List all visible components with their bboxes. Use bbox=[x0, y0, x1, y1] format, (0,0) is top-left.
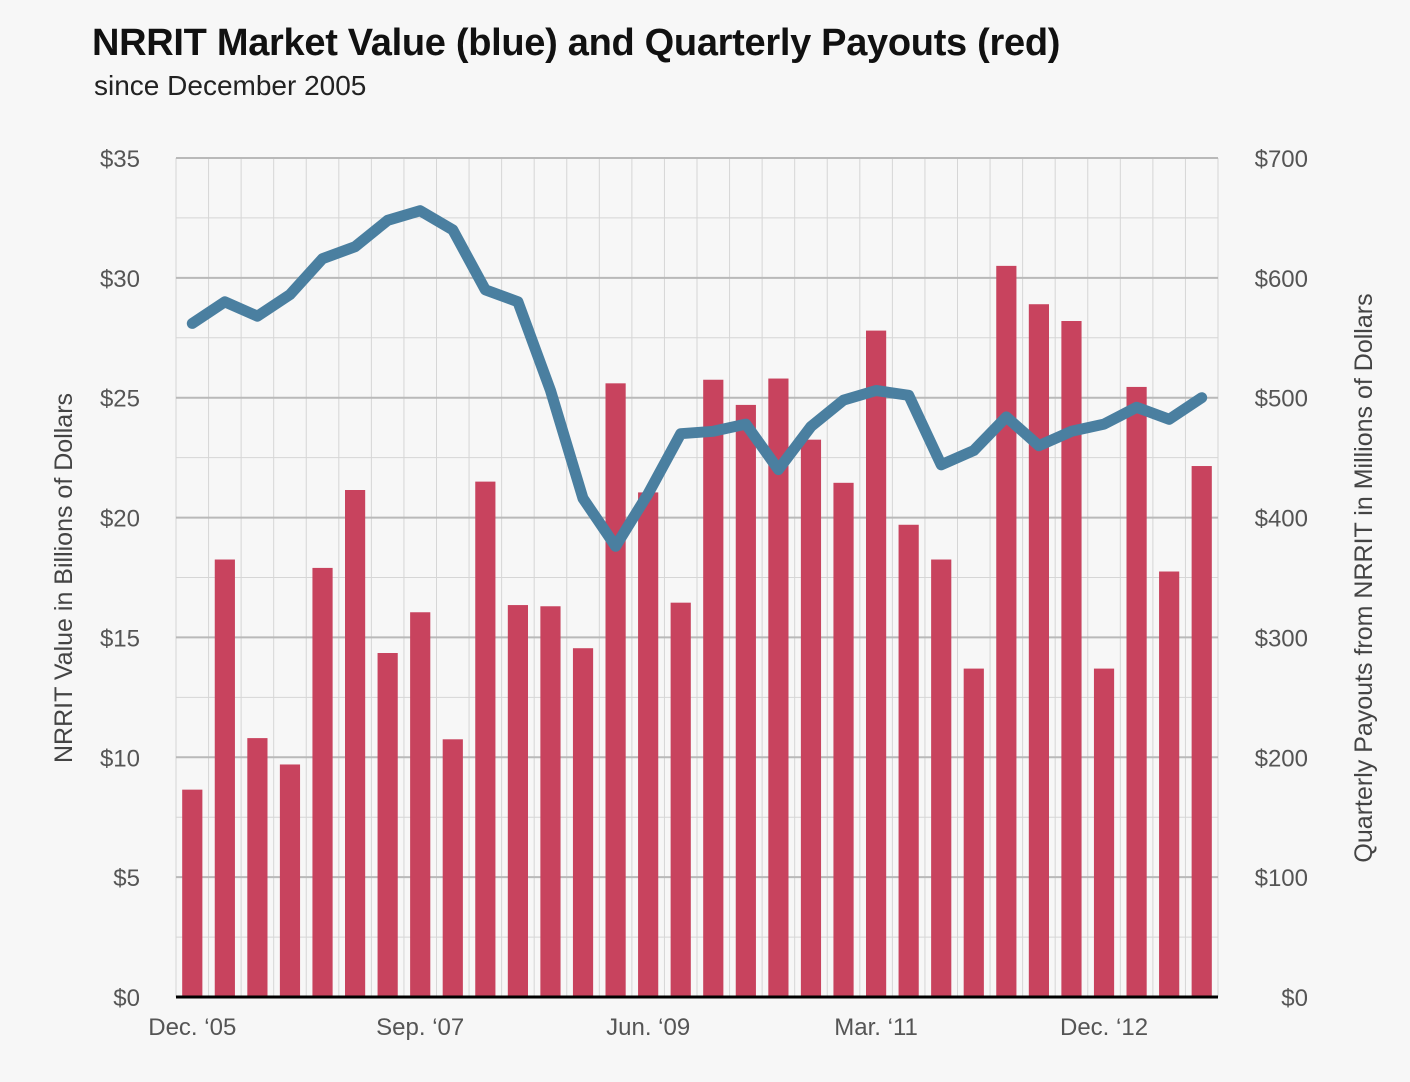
axes: $0 $5 $10 $15 $20 $25 $30 $35 $0 $100 $200 $300 $400… bbox=[100, 146, 1308, 1041]
left-axis-tick-label: $25 bbox=[100, 386, 140, 413]
right-axis-tick-label: $100 bbox=[1255, 865, 1308, 892]
left-axis-tick-label: $20 bbox=[100, 506, 140, 533]
payout-bar bbox=[865, 330, 887, 997]
payout-bar bbox=[1093, 668, 1115, 997]
chart-title: NRRIT Market Value (blue) and Quarterly … bbox=[92, 22, 1061, 64]
left-axis-tick-label: $10 bbox=[100, 745, 140, 772]
left-axis-tick-label: $0 bbox=[113, 985, 140, 1012]
payout-bar bbox=[996, 265, 1017, 997]
x-axis-tick-label: Dec. ‘05 bbox=[148, 1014, 236, 1041]
payout-bar bbox=[247, 738, 268, 997]
payout-bar bbox=[703, 379, 724, 997]
x-axis-tick-label: Dec. ‘12 bbox=[1060, 1014, 1148, 1041]
payout-bar bbox=[182, 789, 203, 997]
payout-bar bbox=[898, 524, 919, 997]
payout-bar bbox=[963, 668, 984, 997]
payout-bar bbox=[638, 492, 659, 997]
left-axis-tick-label: $30 bbox=[100, 266, 140, 293]
payout-bar bbox=[931, 559, 952, 997]
payout-bar bbox=[605, 383, 626, 997]
payout-bar bbox=[1061, 321, 1082, 997]
payout-bar bbox=[507, 605, 529, 997]
market-value-line bbox=[186, 205, 1208, 552]
chart-subtitle: since December 2005 bbox=[94, 70, 367, 101]
payout-bar bbox=[572, 648, 594, 997]
right-axis-tick-label: $0 bbox=[1281, 985, 1308, 1012]
left-axis-tick-label: $5 bbox=[113, 865, 140, 892]
payout-bar bbox=[279, 764, 301, 997]
right-axis-title: Quarterly Payouts from NRRIT in Millions… bbox=[1350, 293, 1378, 862]
market-value-series-line bbox=[186, 205, 1208, 552]
payout-bar bbox=[1191, 466, 1212, 998]
right-axis-tick-label: $200 bbox=[1255, 745, 1308, 772]
payout-bars bbox=[182, 265, 1212, 998]
payout-bar bbox=[312, 567, 333, 997]
payout-bar bbox=[475, 481, 496, 998]
left-axis-tick-label: $35 bbox=[100, 146, 140, 173]
payout-bar bbox=[344, 490, 366, 997]
payout-bar bbox=[1159, 571, 1180, 997]
right-axis-tick-label: $300 bbox=[1255, 625, 1308, 652]
payout-bar bbox=[410, 612, 431, 997]
payout-bar bbox=[377, 653, 398, 997]
right-axis-tick-label: $400 bbox=[1255, 506, 1308, 533]
right-axis-tick-label: $500 bbox=[1255, 386, 1308, 413]
left-axis-tick-label: $15 bbox=[100, 625, 140, 652]
x-axis-tick-label: Sep. ‘07 bbox=[376, 1014, 464, 1041]
x-axis-tick-label: Jun. ‘09 bbox=[606, 1014, 690, 1041]
payout-bar bbox=[768, 378, 789, 998]
payout-bar bbox=[800, 439, 822, 997]
right-axis-tick-label: $700 bbox=[1255, 146, 1308, 173]
payout-bar bbox=[833, 482, 854, 997]
payout-bar bbox=[214, 559, 235, 997]
payout-bar bbox=[735, 404, 756, 997]
payout-bar bbox=[1126, 386, 1147, 998]
right-axis-tick-label: $600 bbox=[1255, 266, 1308, 293]
payout-bar bbox=[670, 602, 691, 997]
x-axis-tick-label: Mar. ‘11 bbox=[834, 1014, 918, 1041]
payout-bar bbox=[1028, 304, 1050, 997]
payout-bar bbox=[540, 606, 561, 997]
payout-bar bbox=[442, 739, 463, 997]
left-axis-title: NRRIT Value in Billions of Dollars bbox=[50, 393, 78, 763]
